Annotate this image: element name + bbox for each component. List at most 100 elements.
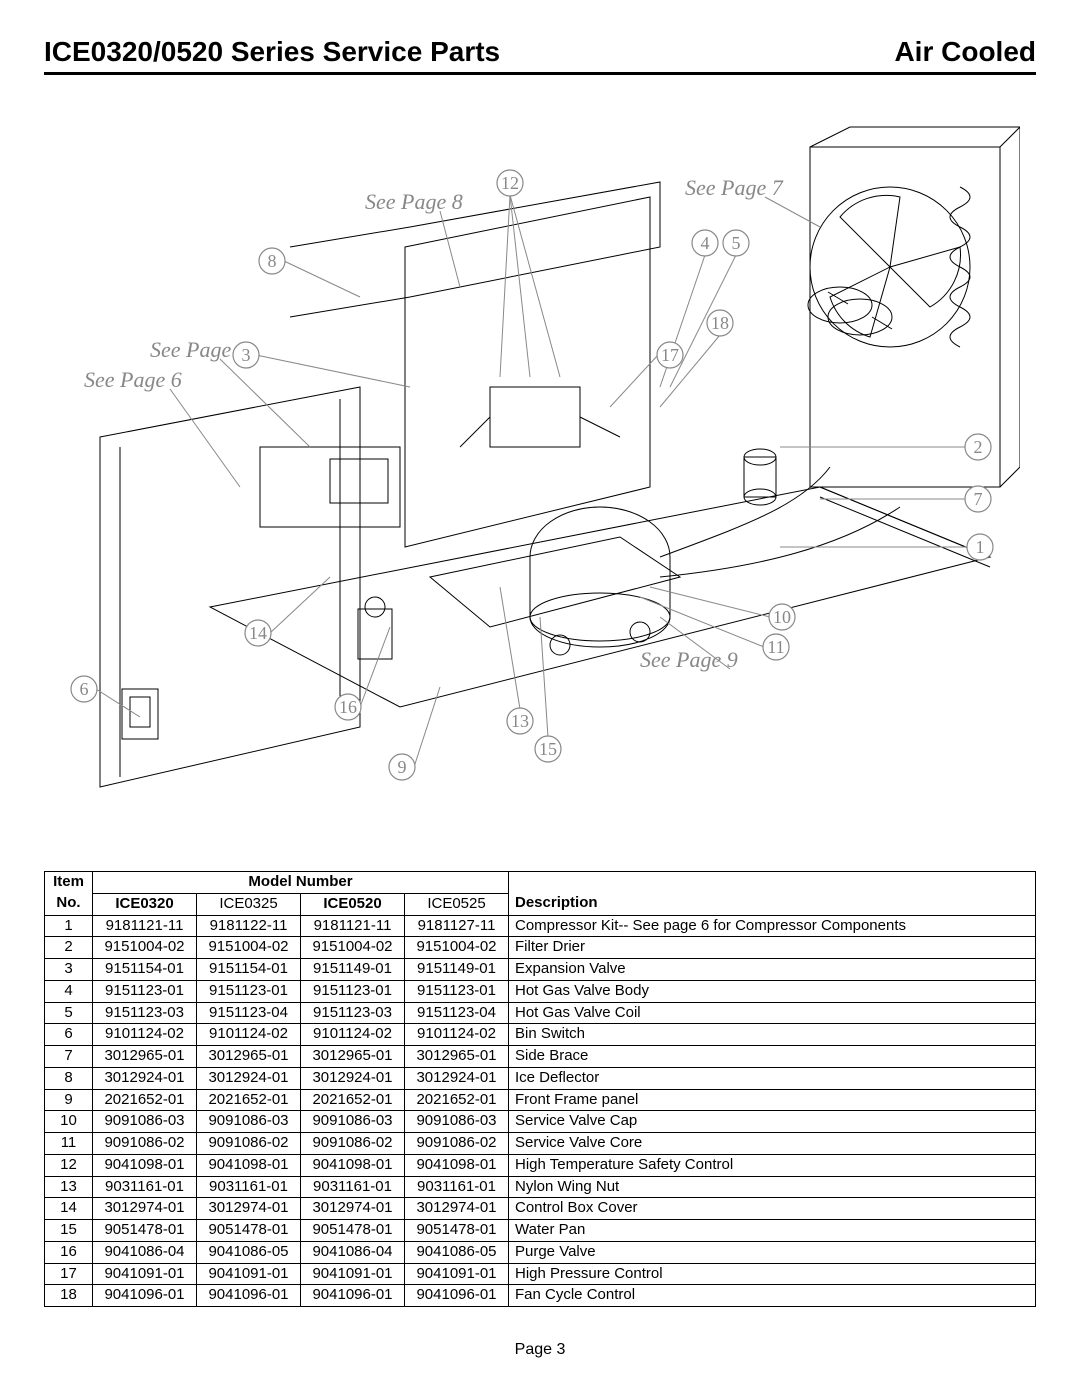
callout-number: 6	[80, 679, 89, 699]
cell-model-number: 9041096-01	[93, 1285, 197, 1307]
cell-model-number: 3012974-01	[301, 1198, 405, 1220]
leader-line	[220, 359, 310, 447]
callout-number: 18	[711, 313, 729, 333]
callout-bubble: 6	[71, 676, 97, 702]
hdr-col-ice0525: ICE0525	[405, 893, 509, 915]
cell-description: Bin Switch	[509, 1024, 1036, 1046]
callout-bubble: 2	[965, 434, 991, 460]
cell-model-number: 9151123-03	[93, 1002, 197, 1024]
cell-description: Hot Gas Valve Coil	[509, 1002, 1036, 1024]
parts-table-body: 19181121-119181122-119181121-119181127-1…	[45, 915, 1036, 1307]
cell-description: Nylon Wing Nut	[509, 1176, 1036, 1198]
callout-number: 4	[701, 233, 710, 253]
cell-model-number: 9031161-01	[93, 1176, 197, 1198]
cell-model-number: 9051478-01	[405, 1220, 509, 1242]
callout-number: 11	[767, 637, 784, 657]
cell-description: Compressor Kit-- See page 6 for Compress…	[509, 915, 1036, 937]
cell-model-number: 9101124-02	[93, 1024, 197, 1046]
callout-bubble: 3	[233, 342, 259, 368]
page-footer: Page 3	[44, 1341, 1036, 1359]
table-row: 19181121-119181122-119181121-119181127-1…	[45, 915, 1036, 937]
hdr-item-bot: No.	[45, 893, 93, 915]
hdr-desc-blank	[509, 872, 1036, 894]
leader-line	[510, 195, 560, 377]
cell-model-number: 9091086-03	[301, 1111, 405, 1133]
cell-model-number: 9041096-01	[197, 1285, 301, 1307]
parts-table-head-row2: No. ICE0320 ICE0325 ICE0520 ICE0525 Desc…	[45, 893, 1036, 915]
see-page-label: See Page 8	[365, 189, 463, 214]
cell-model-number: 9091086-02	[93, 1133, 197, 1155]
cell-description: High Temperature Safety Control	[509, 1154, 1036, 1176]
leader-line	[414, 687, 440, 767]
cell-model-number: 9041098-01	[405, 1154, 509, 1176]
cell-model-number: 3012974-01	[197, 1198, 301, 1220]
leader-line	[610, 355, 658, 407]
cell-model-number: 3012924-01	[93, 1067, 197, 1089]
cell-model-number: 9091086-03	[93, 1111, 197, 1133]
table-row: 29151004-029151004-029151004-029151004-0…	[45, 937, 1036, 959]
callout-bubble: 17	[657, 342, 683, 368]
callout-bubble: 13	[507, 708, 533, 734]
cell-description: Purge Valve	[509, 1241, 1036, 1263]
parts-table: Item Model Number No. ICE0320 ICE0325 IC…	[44, 871, 1036, 1307]
callout-number: 2	[974, 437, 983, 457]
cell-model-number: 9151004-02	[197, 937, 301, 959]
callout-number: 1	[976, 537, 985, 557]
cell-model-number: 9031161-01	[197, 1176, 301, 1198]
callout-number: 5	[732, 233, 741, 253]
cell-model-number: 2021652-01	[301, 1089, 405, 1111]
cell-model-number: 9051478-01	[301, 1220, 405, 1242]
cell-description: Ice Deflector	[509, 1067, 1036, 1089]
hdr-model-number: Model Number	[93, 872, 509, 894]
exploded-diagram: See Page 8See Page 7See Page 5See Page 6…	[44, 87, 1036, 847]
cell-model-number: 9041091-01	[93, 1263, 197, 1285]
page: ICE0320/0520 Series Service Parts Air Co…	[0, 0, 1080, 1379]
callout-bubble: 16	[335, 694, 361, 720]
hdr-col-ice0320: ICE0320	[93, 893, 197, 915]
leader-line	[765, 197, 820, 227]
cell-model-number: 9031161-01	[301, 1176, 405, 1198]
cell-description: Water Pan	[509, 1220, 1036, 1242]
table-row: 92021652-012021652-012021652-012021652-0…	[45, 1089, 1036, 1111]
callout-number: 7	[974, 489, 983, 509]
cell-item-no: 7	[45, 1046, 93, 1068]
cell-model-number: 3012965-01	[301, 1046, 405, 1068]
cell-model-number: 2021652-01	[405, 1089, 509, 1111]
table-row: 143012974-013012974-013012974-013012974-…	[45, 1198, 1036, 1220]
callout-bubble: 4	[692, 230, 718, 256]
cell-model-number: 9151123-01	[197, 980, 301, 1002]
table-row: 59151123-039151123-049151123-039151123-0…	[45, 1002, 1036, 1024]
callout-number: 17	[661, 345, 679, 365]
cell-model-number: 9151123-01	[93, 980, 197, 1002]
table-row: 39151154-019151154-019151149-019151149-0…	[45, 959, 1036, 981]
cell-description: Side Brace	[509, 1046, 1036, 1068]
table-row: 119091086-029091086-029091086-029091086-…	[45, 1133, 1036, 1155]
see-page-label: See Page 7	[685, 175, 784, 200]
cell-model-number: 9151004-02	[301, 937, 405, 959]
cell-model-number: 9041098-01	[197, 1154, 301, 1176]
leader-line	[640, 597, 764, 647]
table-row: 83012924-013012924-013012924-013012924-0…	[45, 1067, 1036, 1089]
leader-line	[284, 261, 360, 297]
cell-model-number: 9091086-02	[301, 1133, 405, 1155]
cell-item-no: 16	[45, 1241, 93, 1263]
cell-model-number: 9151123-01	[301, 980, 405, 1002]
callout-number: 12	[501, 173, 519, 193]
cell-model-number: 9151154-01	[93, 959, 197, 981]
callout-number: 14	[249, 623, 267, 643]
cell-model-number: 9151123-04	[197, 1002, 301, 1024]
cell-item-no: 6	[45, 1024, 93, 1046]
callout-bubble: 5	[723, 230, 749, 256]
cell-model-number: 9091086-03	[405, 1111, 509, 1133]
cell-model-number: 9151004-02	[405, 937, 509, 959]
cell-model-number: 9041086-04	[301, 1241, 405, 1263]
hdr-col-ice0520: ICE0520	[301, 893, 405, 915]
callout-bubble: 12	[497, 170, 523, 196]
cell-model-number: 9051478-01	[197, 1220, 301, 1242]
see-page-label: See Page 6	[84, 367, 182, 392]
cell-model-number: 9041091-01	[301, 1263, 405, 1285]
page-title-right: Air Cooled	[894, 36, 1036, 68]
leader-line	[96, 689, 140, 717]
diagram-callouts: 128451831727110111461613159	[71, 170, 993, 780]
cell-model-number: 9041091-01	[197, 1263, 301, 1285]
